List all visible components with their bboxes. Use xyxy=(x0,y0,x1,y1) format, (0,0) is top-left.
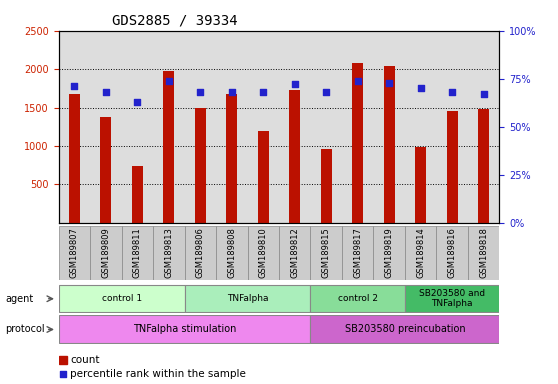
Bar xyxy=(59,285,185,313)
Bar xyxy=(436,225,468,280)
Point xyxy=(165,78,174,84)
Point xyxy=(448,89,456,95)
Point xyxy=(227,89,236,95)
Bar xyxy=(100,117,112,223)
Bar xyxy=(59,225,90,280)
Text: GSM189817: GSM189817 xyxy=(353,228,362,278)
Bar xyxy=(59,356,66,364)
Bar xyxy=(310,316,499,343)
Text: GSM189816: GSM189816 xyxy=(448,228,456,278)
Bar xyxy=(478,109,489,223)
Text: count: count xyxy=(70,355,99,365)
Point xyxy=(353,78,362,84)
Bar xyxy=(195,108,206,223)
Point xyxy=(102,89,110,95)
Text: GSM189809: GSM189809 xyxy=(102,228,110,278)
Text: GSM189810: GSM189810 xyxy=(259,228,268,278)
Bar xyxy=(405,225,436,280)
Text: TNFalpha: TNFalpha xyxy=(227,294,268,303)
Point xyxy=(416,85,425,91)
Text: GSM189806: GSM189806 xyxy=(196,228,205,278)
Point xyxy=(259,89,268,95)
Text: GDS2885 / 39334: GDS2885 / 39334 xyxy=(112,13,237,27)
Bar xyxy=(310,285,405,313)
Bar xyxy=(468,225,499,280)
Text: TNFalpha stimulation: TNFalpha stimulation xyxy=(133,324,236,334)
Bar xyxy=(415,147,426,223)
Text: GSM189815: GSM189815 xyxy=(322,228,331,278)
Text: GSM189807: GSM189807 xyxy=(70,228,79,278)
Bar xyxy=(248,225,279,280)
Bar xyxy=(185,225,216,280)
Bar xyxy=(69,94,80,223)
Text: GSM189813: GSM189813 xyxy=(164,228,174,278)
Text: percentile rank within the sample: percentile rank within the sample xyxy=(70,369,246,379)
Text: GSM189808: GSM189808 xyxy=(227,228,236,278)
Bar xyxy=(279,225,310,280)
Bar xyxy=(405,285,499,313)
Text: GSM189819: GSM189819 xyxy=(384,228,394,278)
Bar xyxy=(446,111,458,223)
Bar xyxy=(373,225,405,280)
Bar xyxy=(59,316,310,343)
Bar xyxy=(321,149,332,223)
Point xyxy=(290,81,299,88)
Point xyxy=(70,83,79,89)
Text: SB203580 and
TNFalpha: SB203580 and TNFalpha xyxy=(419,289,485,308)
Bar xyxy=(90,225,122,280)
Bar xyxy=(384,66,395,223)
Text: control 1: control 1 xyxy=(102,294,142,303)
Point xyxy=(196,89,205,95)
Point xyxy=(133,99,142,105)
Point xyxy=(58,371,67,377)
Text: GSM189812: GSM189812 xyxy=(290,228,299,278)
Bar xyxy=(342,225,373,280)
Bar xyxy=(132,166,143,223)
Bar xyxy=(289,90,300,223)
Text: GSM189818: GSM189818 xyxy=(479,228,488,278)
Bar xyxy=(185,285,310,313)
Point xyxy=(322,89,331,95)
Bar xyxy=(163,71,174,223)
Bar xyxy=(216,225,248,280)
Text: control 2: control 2 xyxy=(338,294,378,303)
Bar xyxy=(310,225,342,280)
Text: protocol: protocol xyxy=(6,324,45,334)
Point xyxy=(385,79,394,86)
Bar xyxy=(153,225,185,280)
Text: agent: agent xyxy=(6,294,34,304)
Bar xyxy=(226,94,237,223)
Bar xyxy=(352,63,363,223)
Text: SB203580 preincubation: SB203580 preincubation xyxy=(345,324,465,334)
Point xyxy=(479,91,488,97)
Text: GSM189814: GSM189814 xyxy=(416,228,425,278)
Text: GSM189811: GSM189811 xyxy=(133,228,142,278)
Bar xyxy=(122,225,153,280)
Bar xyxy=(258,131,269,223)
